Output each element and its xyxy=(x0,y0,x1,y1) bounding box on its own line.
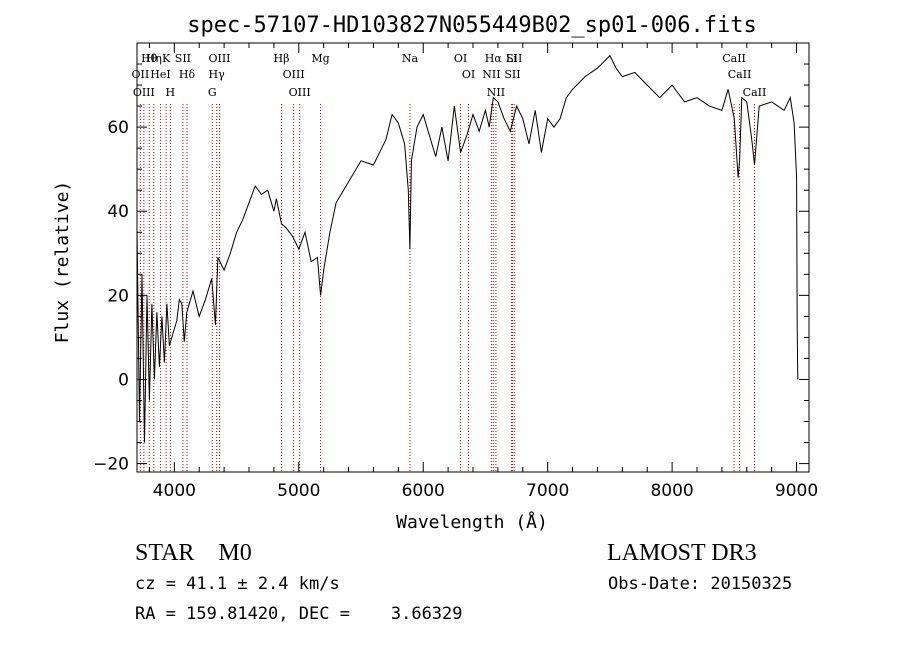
x-axis-label: Wavelength (Å) xyxy=(396,511,548,533)
line-label: Li xyxy=(506,52,517,65)
line-label: SII xyxy=(506,52,522,65)
line-label: H xyxy=(166,86,176,99)
line-label: Hγ xyxy=(209,68,226,81)
line-label: Hβ xyxy=(274,52,290,65)
y-tick-label: 0 xyxy=(118,370,129,390)
x-tick-label: 6000 xyxy=(402,481,445,501)
line-label: K xyxy=(162,52,171,65)
y-tick-label: −20 xyxy=(93,455,129,475)
classification-label: STAR M0 xyxy=(135,540,252,566)
line-label: OIII xyxy=(208,52,230,65)
line-label: CaII xyxy=(722,52,746,65)
y-axis-label: Flux (relative) xyxy=(52,181,73,344)
line-label: OIII xyxy=(283,68,305,81)
line-label: G xyxy=(208,86,217,99)
x-tick-label: 5000 xyxy=(277,481,320,501)
obs-date-label: Obs-Date: 20150325 xyxy=(608,574,793,594)
plot-frame xyxy=(136,42,810,473)
survey-label: LAMOST DR3 xyxy=(607,540,757,566)
line-label: NII xyxy=(487,86,505,99)
spectrum-line xyxy=(136,54,799,443)
line-label: Hθ xyxy=(141,52,158,65)
chart-title: spec-57107-HD103827N055449B02_sp01-006.f… xyxy=(187,13,757,38)
y-tick-label: 40 xyxy=(107,202,129,222)
line-label: OI xyxy=(454,52,467,65)
line-label: OI xyxy=(462,68,475,81)
line-label: CaII xyxy=(743,86,767,99)
x-tick-label: 7000 xyxy=(526,481,569,501)
x-tick-label: 4000 xyxy=(153,481,196,501)
line-label: NII xyxy=(482,68,500,81)
line-label: SII xyxy=(504,68,520,81)
x-tick-label: 8000 xyxy=(650,481,693,501)
line-label: Mg xyxy=(311,52,329,65)
line-label: Hη xyxy=(146,52,162,65)
line-label: OII xyxy=(132,68,150,81)
line-label: Hα xyxy=(485,52,503,65)
line-label: HeI xyxy=(150,68,170,81)
y-tick-label: 60 xyxy=(107,118,129,138)
line-label: Na xyxy=(402,52,419,65)
y-tick-label: 20 xyxy=(107,286,129,306)
line-label: SII xyxy=(175,52,191,65)
line-label: CaII xyxy=(728,68,752,81)
coordinates-label: RA = 159.81420, DEC = 3.66329 xyxy=(135,604,463,624)
redshift-label: cz = 41.1 ± 2.4 km/s xyxy=(135,574,340,594)
line-label: Hδ xyxy=(179,68,196,81)
x-tick-label: 9000 xyxy=(775,481,818,501)
line-label: OIII xyxy=(289,86,311,99)
axis-ticks: 4000 5000 6000 7000 8000 9000 −20 0 20 40 60 xyxy=(93,43,818,501)
emission-line-markers: Hθ OII OIII Hη K HeI H SII Hδ OIII Hγ G Hβ OIII OIII Mg… xyxy=(132,52,767,472)
line-label: OIII xyxy=(133,86,155,99)
